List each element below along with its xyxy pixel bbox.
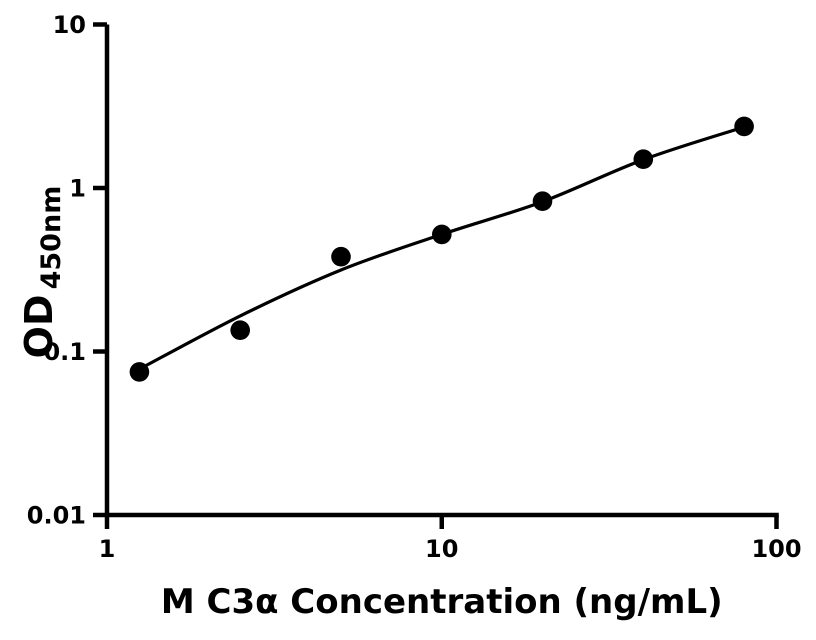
- x-axis-label: M C3α Concentration (ng/mL): [161, 582, 723, 622]
- y-axis-tick-label: 0.1: [43, 338, 86, 366]
- x-axis-tick-label: 1: [99, 535, 116, 563]
- data-point-marker: [734, 116, 754, 137]
- data-point-marker: [129, 362, 150, 382]
- y-axis-tick-label: 1: [69, 175, 86, 203]
- x-axis-tick-label: 10: [425, 535, 458, 563]
- data-point-marker: [230, 320, 250, 341]
- y-axis-label: OD 450nm: [17, 186, 67, 359]
- y-axis-label-main: OD: [17, 294, 61, 358]
- x-axis-tick-label: 100: [751, 535, 801, 563]
- data-points-layer: [129, 116, 754, 382]
- fit-curve-line: [137, 125, 746, 371]
- data-point-marker: [331, 246, 351, 267]
- data-point-marker: [432, 224, 452, 245]
- data-point-marker: [532, 191, 553, 211]
- y-axis-tick-label: 10: [53, 11, 86, 39]
- axes-layer: 0.01 0.1 1 10 1 10 100: [27, 11, 802, 563]
- data-point-marker: [633, 149, 654, 169]
- y-axis-tick-label: 0.01: [27, 502, 86, 530]
- y-axis-label-subscript: 450nm: [36, 186, 67, 290]
- axis-spines: [104, 24, 779, 518]
